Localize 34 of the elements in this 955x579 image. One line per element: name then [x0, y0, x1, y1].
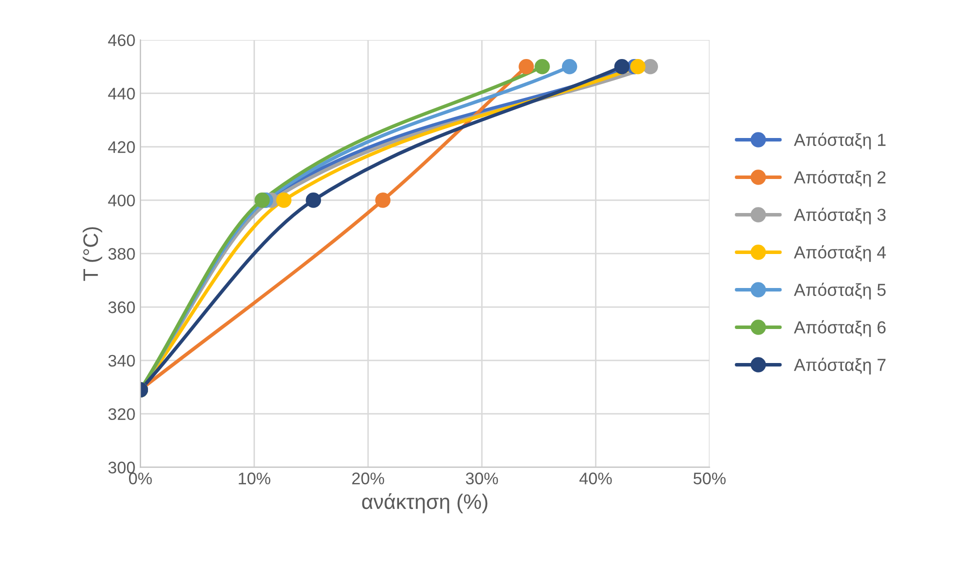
x-tick-label: 10% [238, 472, 270, 484]
point [518, 59, 534, 74]
legend-label: Απόσταξη 1 [794, 132, 886, 150]
x-tick-label: 30% [466, 472, 498, 484]
y-tick-label: 320 [108, 408, 135, 420]
y-tick-label: 420 [108, 141, 135, 153]
point [375, 192, 390, 208]
point [642, 59, 658, 74]
y-tick-label: 460 [108, 34, 135, 46]
x-tick-label: 0% [128, 472, 152, 484]
legend-label: Απόσταξη 6 [794, 320, 886, 337]
legend-label: Απόσταξη 5 [794, 282, 886, 300]
legend-label: Απόσταξη 7 [794, 358, 886, 374]
legend-label: Απόσταξη 3 [794, 208, 886, 224]
y-tick-label: 380 [108, 248, 135, 260]
x-tick-label: 50% [694, 472, 726, 484]
y-tick-label: 360 [108, 301, 135, 314]
y-axis-title: T (°C) [82, 227, 102, 281]
point [534, 59, 550, 74]
y-tick-label: 400 [108, 194, 135, 206]
point [562, 59, 578, 74]
point [254, 192, 270, 208]
x-tick-label: 40% [579, 472, 612, 484]
point [306, 192, 322, 208]
point [630, 59, 646, 74]
x-axis-title: ανάκτηση (%) [362, 493, 488, 514]
point [276, 192, 292, 208]
y-tick-label: 440 [108, 88, 135, 100]
x-tick-label: 20% [352, 472, 384, 484]
point [614, 59, 630, 74]
legend-label: Απόσταξη 2 [794, 170, 886, 187]
y-tick-label: 300 [108, 462, 135, 474]
y-tick-label: 340 [108, 354, 135, 367]
legend-label: Απόσταξη 4 [794, 245, 886, 262]
